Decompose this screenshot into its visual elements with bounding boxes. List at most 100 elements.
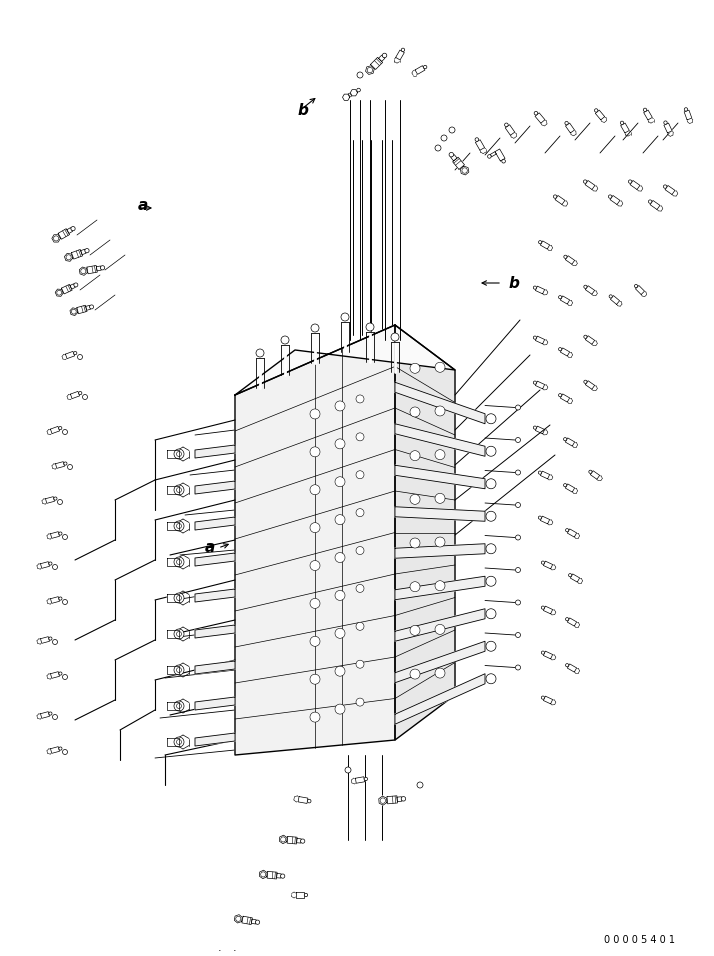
Circle shape xyxy=(534,111,538,115)
Circle shape xyxy=(541,696,545,699)
Polygon shape xyxy=(560,296,570,304)
Polygon shape xyxy=(620,123,629,133)
Circle shape xyxy=(564,255,567,258)
Circle shape xyxy=(85,249,89,252)
Polygon shape xyxy=(536,337,545,344)
Circle shape xyxy=(435,580,445,591)
Polygon shape xyxy=(41,561,49,569)
Polygon shape xyxy=(585,336,595,344)
Circle shape xyxy=(486,511,496,521)
Circle shape xyxy=(516,438,521,443)
Polygon shape xyxy=(461,166,469,175)
Circle shape xyxy=(435,493,445,504)
Polygon shape xyxy=(630,181,640,189)
Circle shape xyxy=(74,352,77,355)
Circle shape xyxy=(441,135,447,141)
Circle shape xyxy=(664,120,667,124)
Circle shape xyxy=(68,465,73,469)
Circle shape xyxy=(663,185,667,188)
Circle shape xyxy=(83,395,88,400)
Circle shape xyxy=(486,544,496,554)
Circle shape xyxy=(589,470,592,473)
Polygon shape xyxy=(395,674,485,725)
Circle shape xyxy=(558,394,562,397)
Polygon shape xyxy=(64,253,73,261)
Circle shape xyxy=(281,874,285,879)
Polygon shape xyxy=(96,266,101,271)
Polygon shape xyxy=(395,641,485,683)
Circle shape xyxy=(335,666,345,676)
Polygon shape xyxy=(51,747,59,753)
Polygon shape xyxy=(195,589,235,602)
Circle shape xyxy=(356,661,364,668)
Circle shape xyxy=(410,581,420,592)
Circle shape xyxy=(176,667,181,672)
Circle shape xyxy=(356,547,364,554)
Circle shape xyxy=(335,591,345,600)
Polygon shape xyxy=(66,352,74,358)
Circle shape xyxy=(435,145,441,151)
Polygon shape xyxy=(506,125,515,135)
Polygon shape xyxy=(167,558,179,566)
Polygon shape xyxy=(568,663,577,672)
Circle shape xyxy=(63,599,68,604)
Polygon shape xyxy=(87,266,97,273)
Circle shape xyxy=(410,450,420,461)
Circle shape xyxy=(256,349,264,357)
Circle shape xyxy=(558,295,562,299)
Polygon shape xyxy=(259,870,267,879)
Circle shape xyxy=(49,562,52,565)
Polygon shape xyxy=(351,90,358,96)
Circle shape xyxy=(533,426,536,429)
Circle shape xyxy=(335,477,345,487)
Circle shape xyxy=(356,698,364,706)
Polygon shape xyxy=(560,348,570,356)
Circle shape xyxy=(516,600,521,605)
Polygon shape xyxy=(296,838,301,843)
Circle shape xyxy=(174,485,184,495)
Polygon shape xyxy=(167,594,179,602)
Polygon shape xyxy=(167,738,179,746)
Circle shape xyxy=(541,561,545,564)
Circle shape xyxy=(49,712,52,715)
Circle shape xyxy=(609,294,613,298)
Circle shape xyxy=(423,65,427,69)
Circle shape xyxy=(304,893,308,897)
Circle shape xyxy=(516,503,521,508)
Circle shape xyxy=(63,534,68,539)
Circle shape xyxy=(533,336,536,339)
Circle shape xyxy=(174,557,184,567)
Polygon shape xyxy=(565,438,575,446)
Circle shape xyxy=(435,406,445,416)
Circle shape xyxy=(563,438,567,441)
Circle shape xyxy=(49,637,52,641)
Polygon shape xyxy=(86,305,91,311)
Polygon shape xyxy=(279,836,287,843)
Circle shape xyxy=(541,651,545,654)
Circle shape xyxy=(335,705,345,714)
Circle shape xyxy=(516,568,521,573)
Circle shape xyxy=(345,767,351,773)
Polygon shape xyxy=(453,157,465,169)
Circle shape xyxy=(335,628,345,639)
Polygon shape xyxy=(540,516,550,524)
Polygon shape xyxy=(684,110,692,120)
Circle shape xyxy=(310,560,320,571)
Polygon shape xyxy=(540,471,550,479)
Polygon shape xyxy=(343,94,350,100)
Polygon shape xyxy=(77,305,87,314)
Circle shape xyxy=(364,777,368,781)
Circle shape xyxy=(628,180,632,184)
Text: a: a xyxy=(138,198,148,212)
Circle shape xyxy=(58,499,63,505)
Polygon shape xyxy=(495,149,505,161)
Polygon shape xyxy=(650,201,660,209)
Polygon shape xyxy=(536,381,545,389)
Polygon shape xyxy=(366,66,374,75)
Circle shape xyxy=(410,407,420,417)
Polygon shape xyxy=(585,286,595,294)
Polygon shape xyxy=(167,702,179,710)
Polygon shape xyxy=(378,55,385,61)
Circle shape xyxy=(310,674,320,684)
Circle shape xyxy=(417,782,423,788)
